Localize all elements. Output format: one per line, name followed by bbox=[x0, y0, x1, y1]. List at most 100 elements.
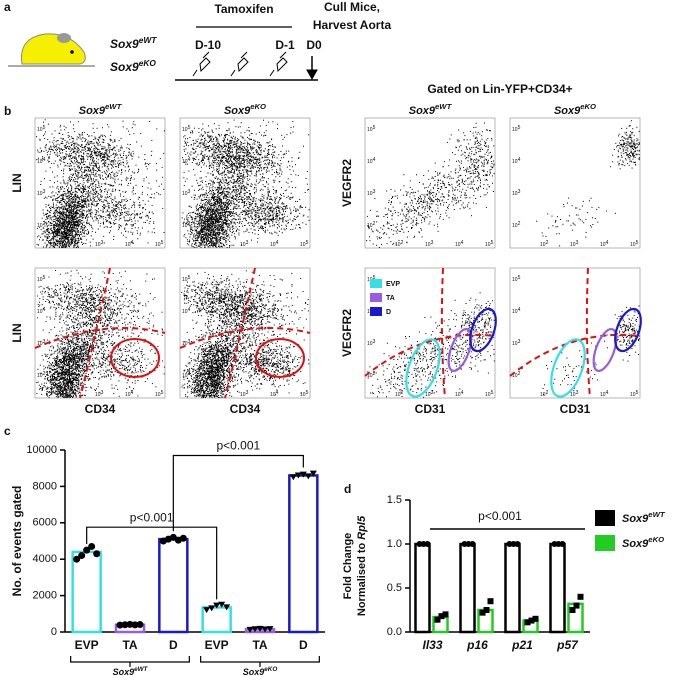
flow-dot bbox=[155, 163, 157, 165]
flow-dot bbox=[188, 213, 190, 214]
flow-dot bbox=[73, 221, 75, 223]
flow-dot bbox=[126, 176, 128, 178]
flow-dot bbox=[199, 231, 201, 233]
flow-dot bbox=[217, 231, 219, 233]
flow-dot bbox=[215, 214, 216, 216]
flow-dot bbox=[106, 219, 108, 221]
flow-dot bbox=[109, 215, 111, 217]
flow-dot bbox=[199, 219, 201, 221]
flow-dot bbox=[74, 131, 76, 133]
flow-dot bbox=[51, 219, 53, 221]
flow-dot bbox=[91, 151, 92, 153]
flow-dot bbox=[71, 238, 73, 240]
flow-dot bbox=[61, 246, 63, 248]
flow-dot bbox=[82, 213, 84, 215]
flow-dot bbox=[63, 197, 64, 199]
flow-dot bbox=[137, 220, 139, 222]
flow-dot bbox=[131, 191, 133, 193]
flow-dot bbox=[73, 217, 75, 219]
flow-dot bbox=[98, 153, 100, 155]
flow-dot bbox=[77, 201, 79, 203]
flow-dot bbox=[123, 217, 125, 219]
flow-dot bbox=[73, 124, 75, 126]
flow-dot bbox=[73, 149, 75, 151]
flow-dot bbox=[101, 141, 103, 143]
flow-dot bbox=[141, 193, 143, 195]
flow-dot bbox=[109, 227, 111, 228]
flow-dot bbox=[139, 213, 141, 215]
flow-dot bbox=[103, 170, 105, 172]
flow-dot bbox=[210, 221, 212, 223]
flow-dot bbox=[96, 161, 98, 163]
flow-dot bbox=[49, 240, 51, 242]
flow-dot bbox=[153, 228, 155, 230]
flow-dot bbox=[62, 211, 63, 213]
flow-dot bbox=[92, 201, 94, 203]
flow-dot bbox=[144, 159, 146, 160]
flow-dot bbox=[231, 226, 233, 228]
flow-dot bbox=[207, 217, 208, 219]
flow-dot bbox=[74, 235, 76, 237]
flow-dot bbox=[76, 234, 78, 236]
flow-dot bbox=[207, 210, 209, 212]
flow-dot bbox=[134, 215, 136, 217]
flow-dot bbox=[77, 224, 79, 225]
flow-dot bbox=[232, 218, 234, 220]
flow-dot bbox=[116, 154, 118, 156]
flow-dot bbox=[200, 228, 202, 230]
flow-dot bbox=[62, 161, 64, 163]
flow-dot bbox=[84, 217, 86, 219]
flow-dot bbox=[38, 235, 40, 237]
flow-dot bbox=[75, 169, 77, 171]
flow-dot bbox=[97, 154, 99, 156]
flow-dot bbox=[46, 239, 48, 241]
flow-dot bbox=[226, 231, 228, 233]
flow-dot bbox=[218, 245, 220, 247]
flow-dot bbox=[201, 239, 203, 241]
flow-dot bbox=[209, 217, 211, 219]
flow-dot bbox=[193, 240, 195, 242]
flow-dot bbox=[127, 231, 129, 233]
flow-dot bbox=[77, 213, 78, 215]
flow-dot bbox=[99, 174, 101, 176]
flow-dot bbox=[105, 178, 107, 180]
flow-dot bbox=[81, 197, 82, 199]
flow-dot bbox=[203, 234, 205, 235]
flow-dot bbox=[209, 179, 211, 181]
flow-dot bbox=[95, 205, 97, 207]
flow-dot bbox=[50, 225, 52, 227]
flow-dot bbox=[62, 209, 64, 211]
flow-dot bbox=[194, 218, 196, 220]
flow-dot bbox=[219, 237, 221, 239]
flow-dot bbox=[63, 199, 65, 200]
flow-dot bbox=[213, 244, 214, 246]
flow-dot bbox=[139, 216, 140, 218]
flow-dot bbox=[96, 210, 98, 212]
flow-dot bbox=[239, 179, 241, 181]
flow-dot bbox=[202, 225, 204, 226]
flow-dot bbox=[95, 164, 97, 166]
flow-dot bbox=[221, 203, 223, 205]
flow-dot bbox=[204, 220, 206, 222]
flow-dot bbox=[87, 200, 89, 202]
panel-label: d bbox=[344, 482, 351, 496]
flow-dot bbox=[68, 229, 70, 231]
flow-dot bbox=[80, 155, 82, 156]
flow-dot bbox=[53, 229, 55, 230]
flow-dot bbox=[196, 231, 198, 233]
flow-dot bbox=[216, 219, 218, 221]
flow-dot bbox=[53, 241, 55, 243]
flow-dot bbox=[131, 206, 133, 208]
flow-dot bbox=[62, 238, 64, 240]
flow-dot bbox=[194, 220, 196, 222]
flow-dot bbox=[83, 243, 85, 244]
flow-dot bbox=[237, 188, 239, 190]
flow-dot bbox=[235, 189, 237, 191]
flow-dot bbox=[139, 217, 141, 219]
flow-dot bbox=[219, 246, 221, 248]
flow-dot bbox=[81, 158, 83, 160]
flow-dot bbox=[72, 162, 74, 164]
flow-dot bbox=[88, 174, 90, 176]
flow-dot bbox=[208, 212, 210, 214]
flow-dot bbox=[66, 218, 68, 220]
